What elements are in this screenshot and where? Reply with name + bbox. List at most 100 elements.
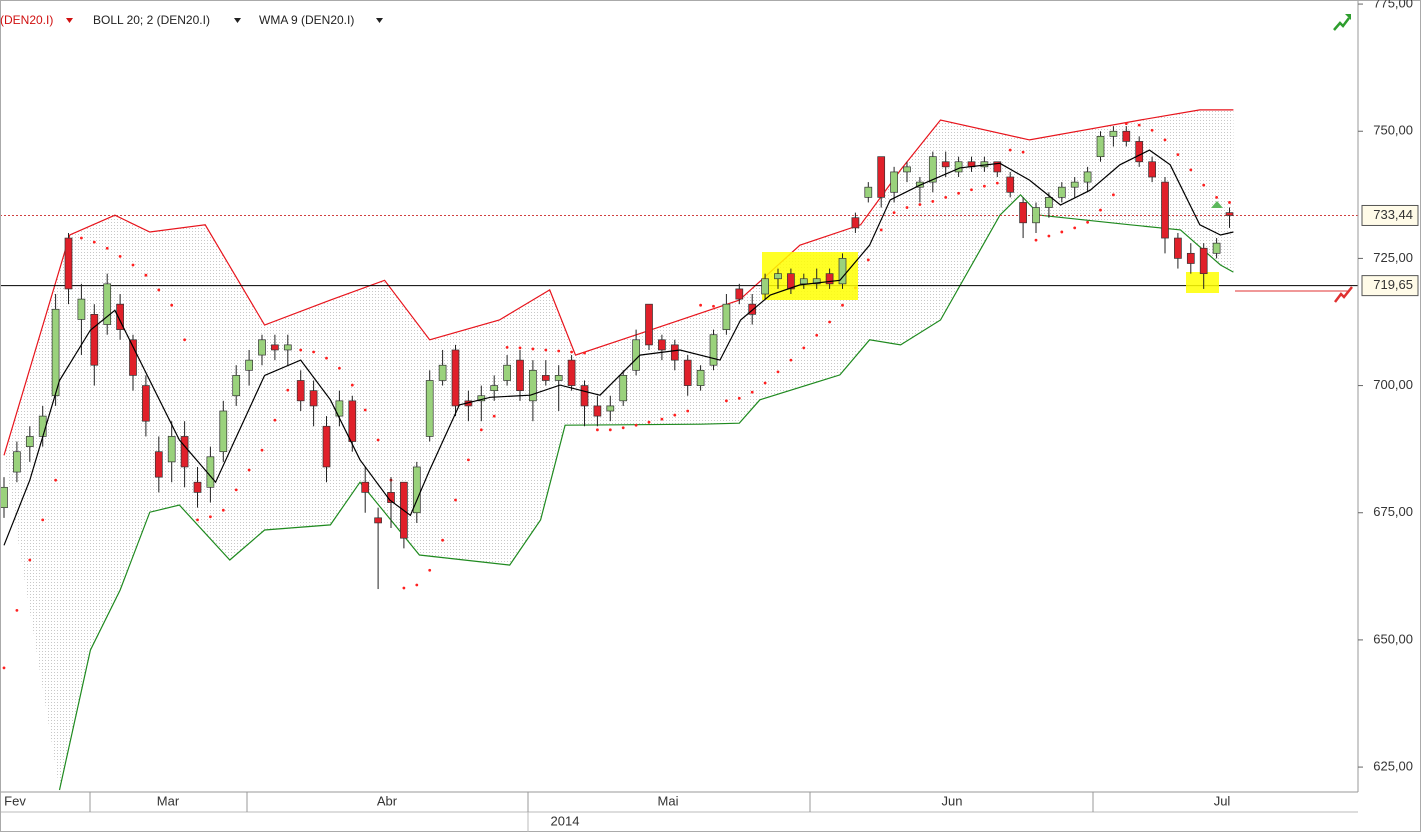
legend-item[interactable]: (DEN20.I) (0, 13, 53, 27)
sar-dot (28, 558, 32, 562)
sar-dot (828, 320, 831, 324)
sar-dot (441, 538, 444, 542)
candle-body (451, 349, 460, 407)
sar-dot (273, 418, 277, 422)
candle-body (154, 451, 163, 478)
year-label: 2014 (551, 813, 580, 828)
candle-body (903, 166, 911, 173)
sar-dot (621, 426, 625, 430)
candle-body (309, 390, 318, 407)
candle-body (567, 359, 576, 386)
sar-dot (673, 413, 677, 417)
candle-body (232, 375, 241, 397)
candle-body (580, 385, 589, 407)
alert-marker (1211, 201, 1223, 208)
candle-body (180, 436, 189, 468)
sar-dot (531, 347, 535, 351)
sar-dot (905, 206, 909, 209)
sar-dot (815, 333, 819, 337)
candle-body (193, 481, 202, 493)
legend-dropdown[interactable] (234, 18, 241, 23)
sar-dot (776, 370, 780, 374)
candle-body (503, 364, 511, 381)
sar-dot (1021, 150, 1025, 154)
candle-body (1045, 197, 1053, 208)
sar-dot (350, 383, 354, 387)
sar-dot (725, 399, 728, 403)
legend-dropdown[interactable] (66, 18, 73, 23)
sar-dot (1124, 122, 1128, 126)
candle-body (1122, 130, 1131, 142)
candle-body (361, 481, 370, 493)
legend-dropdown[interactable] (376, 18, 383, 23)
sar-dot (492, 414, 496, 418)
candle-body (993, 161, 1002, 173)
sar-dot (92, 240, 96, 244)
sar-dot (686, 409, 690, 413)
sar-dot (1215, 195, 1218, 199)
sar-dot (944, 195, 948, 199)
candle-body (541, 375, 550, 381)
candle-body (271, 344, 279, 351)
candle-body (1109, 130, 1118, 137)
sar-dot (1034, 238, 1038, 242)
candle-body (425, 380, 434, 437)
candle-body (490, 385, 499, 392)
candle-body (412, 466, 421, 514)
sar-dot (1086, 220, 1089, 224)
sar-dot (312, 350, 315, 354)
candle-body (25, 436, 34, 447)
alert-icon[interactable] (1334, 286, 1353, 303)
candle-body (64, 237, 73, 290)
price-label: 719,65 (1373, 277, 1413, 292)
sar-dot (866, 258, 870, 262)
x-tick-label: Abr (377, 793, 398, 808)
sar-dot (15, 609, 19, 612)
y-tick-label: 775,00 (1373, 0, 1413, 11)
candle-body (258, 339, 266, 356)
legend-item[interactable]: BOLL 20; 2 (DEN20.I) (93, 13, 210, 27)
candle-body (77, 298, 86, 320)
sar-dot (467, 458, 470, 462)
sar-dot (570, 350, 573, 354)
candle-body (142, 385, 150, 422)
y-tick-label: 625,00 (1373, 759, 1413, 774)
candle-body (1096, 135, 1105, 158)
candle-body (167, 436, 176, 463)
sar-dot (892, 211, 896, 215)
candle-body (245, 359, 253, 371)
sar-dot (105, 246, 109, 250)
legend-item[interactable]: WMA 9 (DEN20.I) (259, 13, 354, 27)
sar-dot (41, 518, 45, 522)
wma-line (3, 149, 1234, 546)
sar-dot (247, 468, 251, 472)
candle-body (735, 288, 744, 300)
sar-dot (286, 388, 290, 392)
candle-body (761, 278, 769, 295)
sar-dot (1112, 193, 1115, 197)
candle-body (438, 364, 447, 381)
candle-body (645, 303, 653, 346)
candle-body (219, 410, 228, 453)
sar-dot (879, 228, 883, 232)
sar-dot (1228, 201, 1231, 204)
candle-body (1161, 181, 1169, 239)
candle-body (1070, 181, 1079, 188)
candle-body (348, 400, 357, 442)
legend: (DEN20.I) BOLL 20; 2 (DEN20.I) WMA 9 (DEN2… (0, 13, 383, 27)
sar-dot (144, 273, 148, 277)
sar-dot (557, 349, 561, 353)
sar-dot (415, 583, 419, 587)
trend-icon[interactable] (1333, 17, 1350, 31)
sar-dot (221, 508, 225, 512)
sar-dot (712, 304, 715, 308)
sar-dot (1060, 230, 1064, 234)
sar-dot (2, 666, 6, 670)
sar-dot (918, 203, 922, 206)
candle-body (554, 375, 563, 381)
sar-dot (54, 478, 57, 482)
sar-dot (957, 191, 960, 195)
sar-dot (789, 358, 793, 362)
x-tick-label: Mai (658, 793, 679, 808)
